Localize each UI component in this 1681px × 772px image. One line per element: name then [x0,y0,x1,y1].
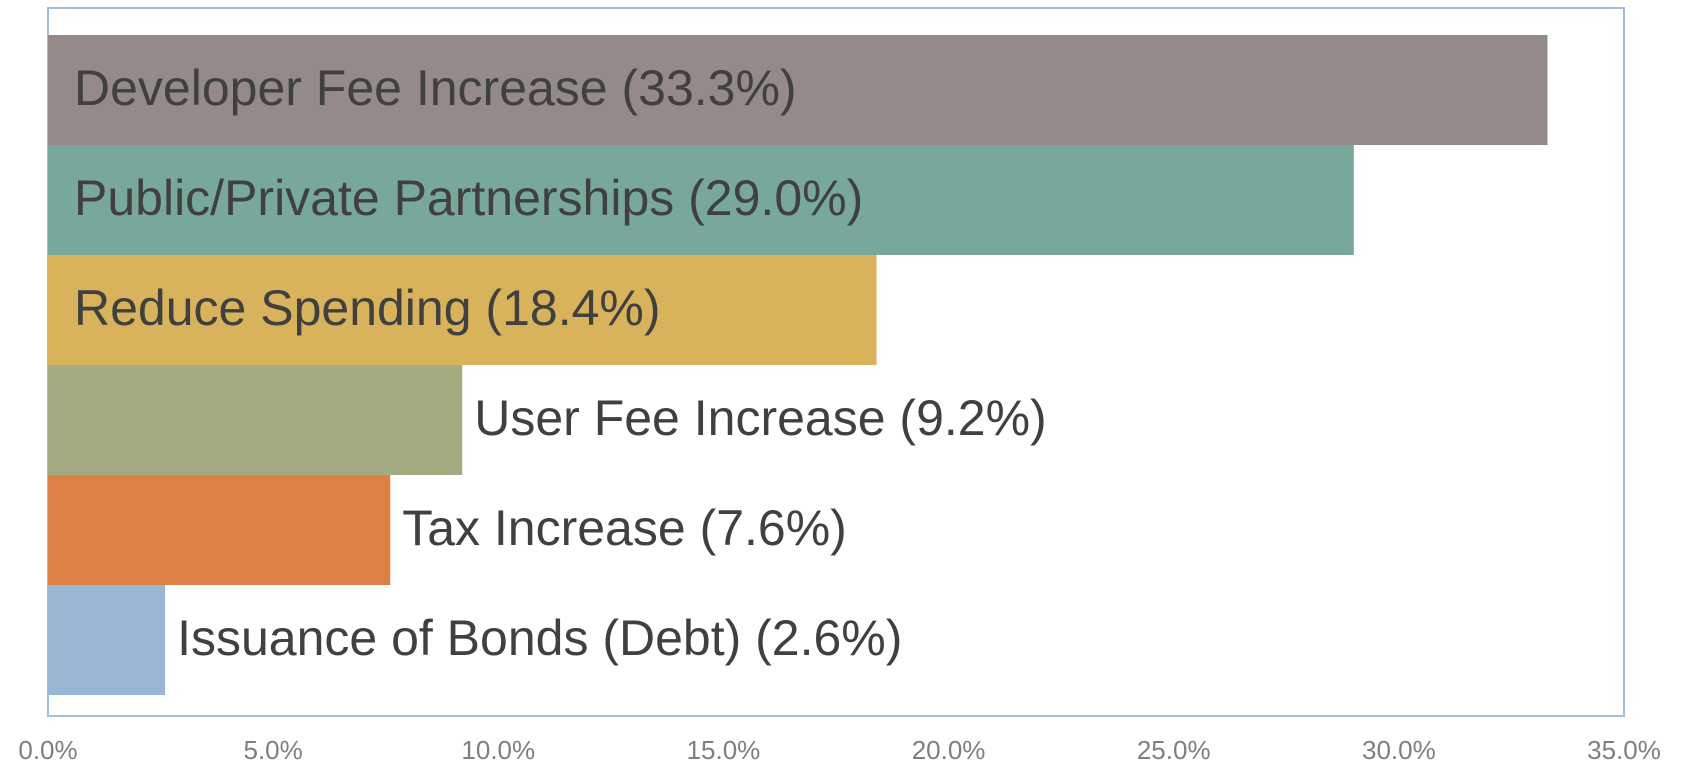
bar [48,35,1548,145]
bar [48,585,166,695]
bar-label: Developer Fee Increase (33.3%) [74,60,797,116]
x-tick-label: 30.0% [1362,735,1436,765]
x-tick-label: 15.0% [687,735,761,765]
x-tick-label: 20.0% [912,735,986,765]
bar-label: Tax Increase (7.6%) [402,500,847,556]
x-tick-label: 10.0% [461,735,535,765]
x-tick-label: 35.0% [1587,735,1661,765]
bar-label: User Fee Increase (9.2%) [474,390,1046,446]
x-tick-label: 5.0% [244,735,303,765]
x-tick-label: 25.0% [1137,735,1211,765]
bar-label: Public/Private Partnerships (29.0%) [74,170,863,226]
bar-label: Issuance of Bonds (Debt) (2.6%) [177,610,902,666]
bar-label: Reduce Spending (18.4%) [74,280,661,336]
bar [48,475,391,585]
bar [48,365,463,475]
bar [48,145,1354,255]
x-tick-label: 0.0% [18,735,77,765]
bar [48,255,877,365]
